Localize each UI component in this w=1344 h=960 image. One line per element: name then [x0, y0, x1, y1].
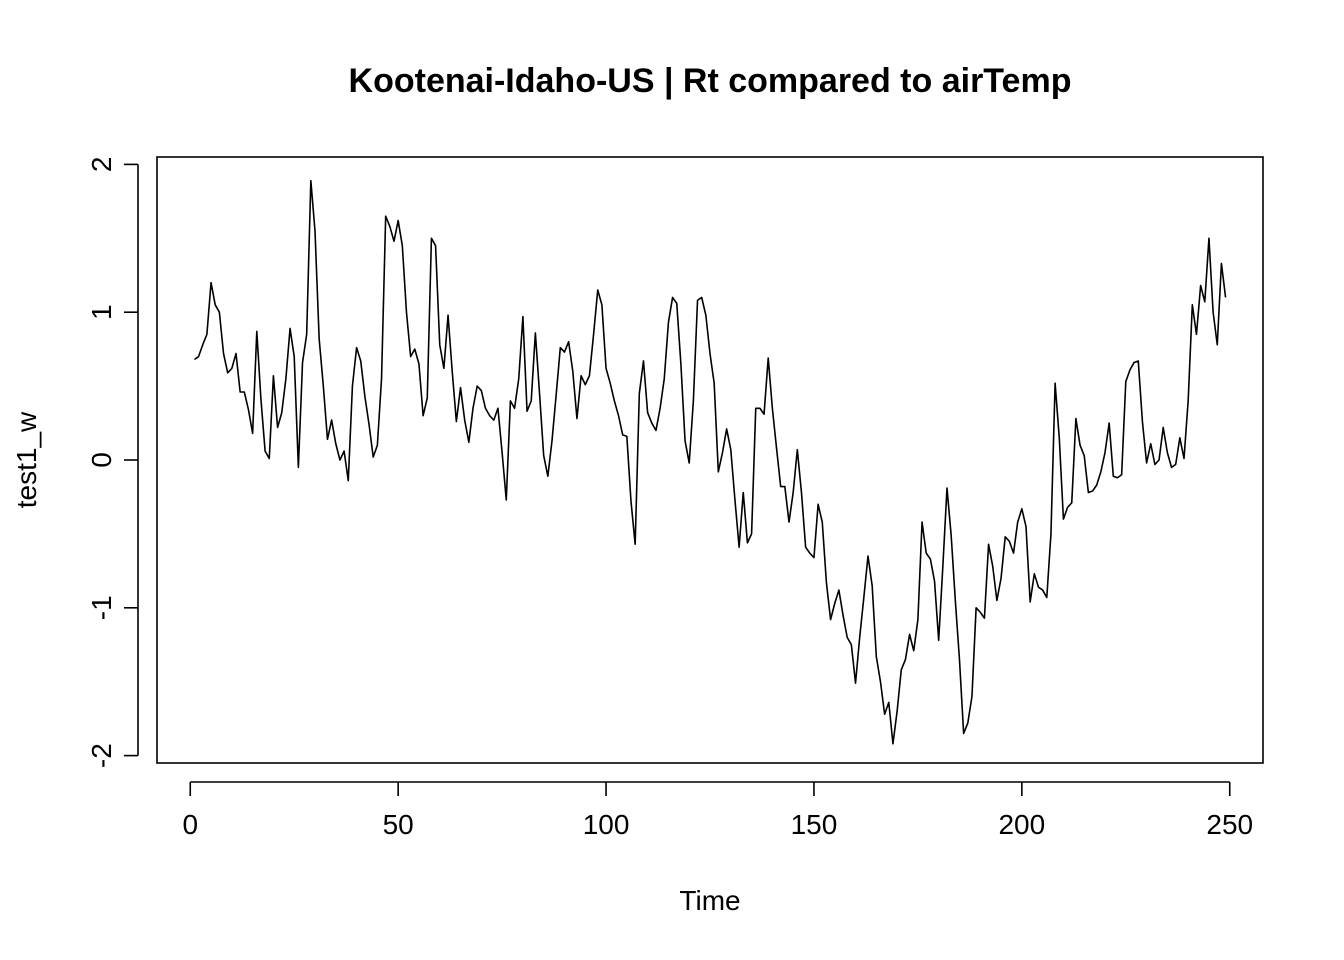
series-line-1 — [193, 179, 1227, 745]
y-axis-label: test1_w — [11, 411, 42, 508]
x-tick-label: 250 — [1206, 809, 1253, 840]
x-tick-label: 150 — [791, 809, 838, 840]
x-tick-label: 200 — [998, 809, 1045, 840]
axes: 0 50 100 150 200 250 -2 -1 0 1 2 — [86, 157, 1253, 840]
x-tick-label: 100 — [583, 809, 630, 840]
x-tick-label: 0 — [182, 809, 198, 840]
y-tick-label: 2 — [86, 157, 117, 173]
y-tick-label: -1 — [86, 595, 117, 620]
plot-frame — [156, 156, 1264, 764]
y-tick-label: -2 — [86, 743, 117, 768]
x-axis-label: Time — [679, 885, 740, 916]
chart-title: Kootenai-Idaho-US | Rt compared to airTe… — [349, 62, 1072, 100]
x-tick-label: 50 — [383, 809, 414, 840]
y-tick-label: 1 — [86, 304, 117, 320]
y-tick-label: 0 — [86, 452, 117, 468]
plot-area — [156, 156, 1264, 764]
